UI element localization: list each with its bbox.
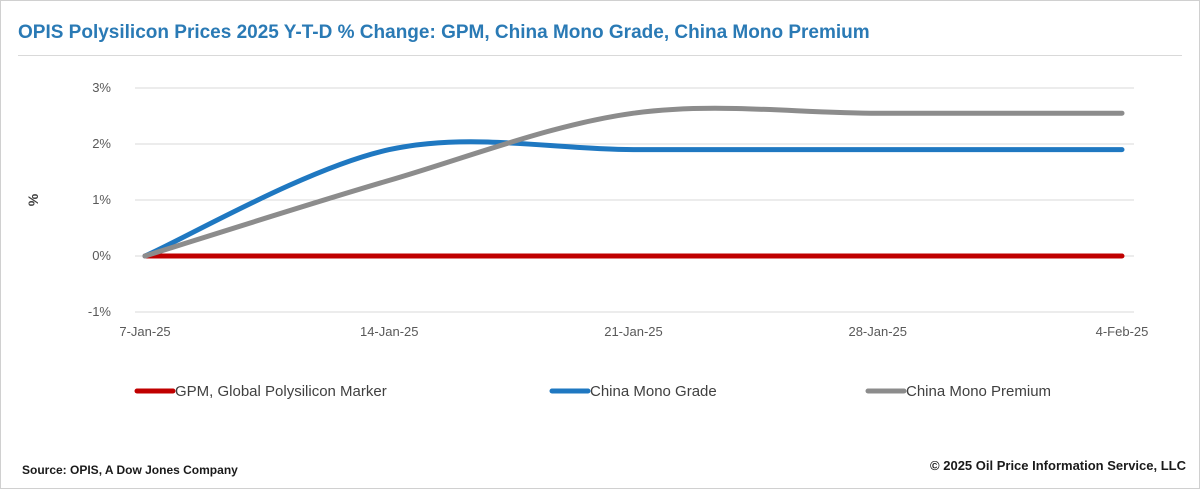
chart-title: OPIS Polysilicon Prices 2025 Y-T-D % Cha… <box>18 22 870 43</box>
legend-label: China Mono Premium <box>906 383 1051 400</box>
series-line-3 <box>142 105 1125 259</box>
x-axis-ticks: 7-Jan-25 14-Jan-25 21-Jan-25 28-Jan-25 4-Feb… <box>119 324 1148 339</box>
y-axis-ticks: -1% 0% 1% 2% 3% <box>88 80 112 319</box>
y-tick-label: 3% <box>92 80 111 95</box>
x-tick-label: 14-Jan-25 <box>360 324 419 339</box>
copyright-note: © 2025 Oil Price Information Service, LL… <box>930 458 1186 473</box>
x-tick-label: 7-Jan-25 <box>119 324 170 339</box>
y-tick-label: 0% <box>92 248 111 263</box>
y-axis-title: % <box>25 193 41 206</box>
x-tick-label: 4-Feb-25 <box>1096 324 1149 339</box>
title-divider <box>18 55 1182 56</box>
x-tick-label: 21-Jan-25 <box>604 324 663 339</box>
y-tick-label: 1% <box>92 192 111 207</box>
legend-label: China Mono Grade <box>590 383 717 400</box>
y-tick-label: -1% <box>88 304 112 319</box>
gridlines <box>135 87 1134 313</box>
x-tick-label: 28-Jan-25 <box>848 324 907 339</box>
source-note: Source: OPIS, A Dow Jones Company <box>22 463 238 477</box>
legend: GPM, Global Polysilicon Marker China Mono… <box>134 383 1051 400</box>
series-line-2 <box>142 139 1125 259</box>
legend-label: GPM, Global Polysilicon Marker <box>175 383 387 400</box>
series-lines <box>142 105 1125 259</box>
y-tick-label: 2% <box>92 136 111 151</box>
